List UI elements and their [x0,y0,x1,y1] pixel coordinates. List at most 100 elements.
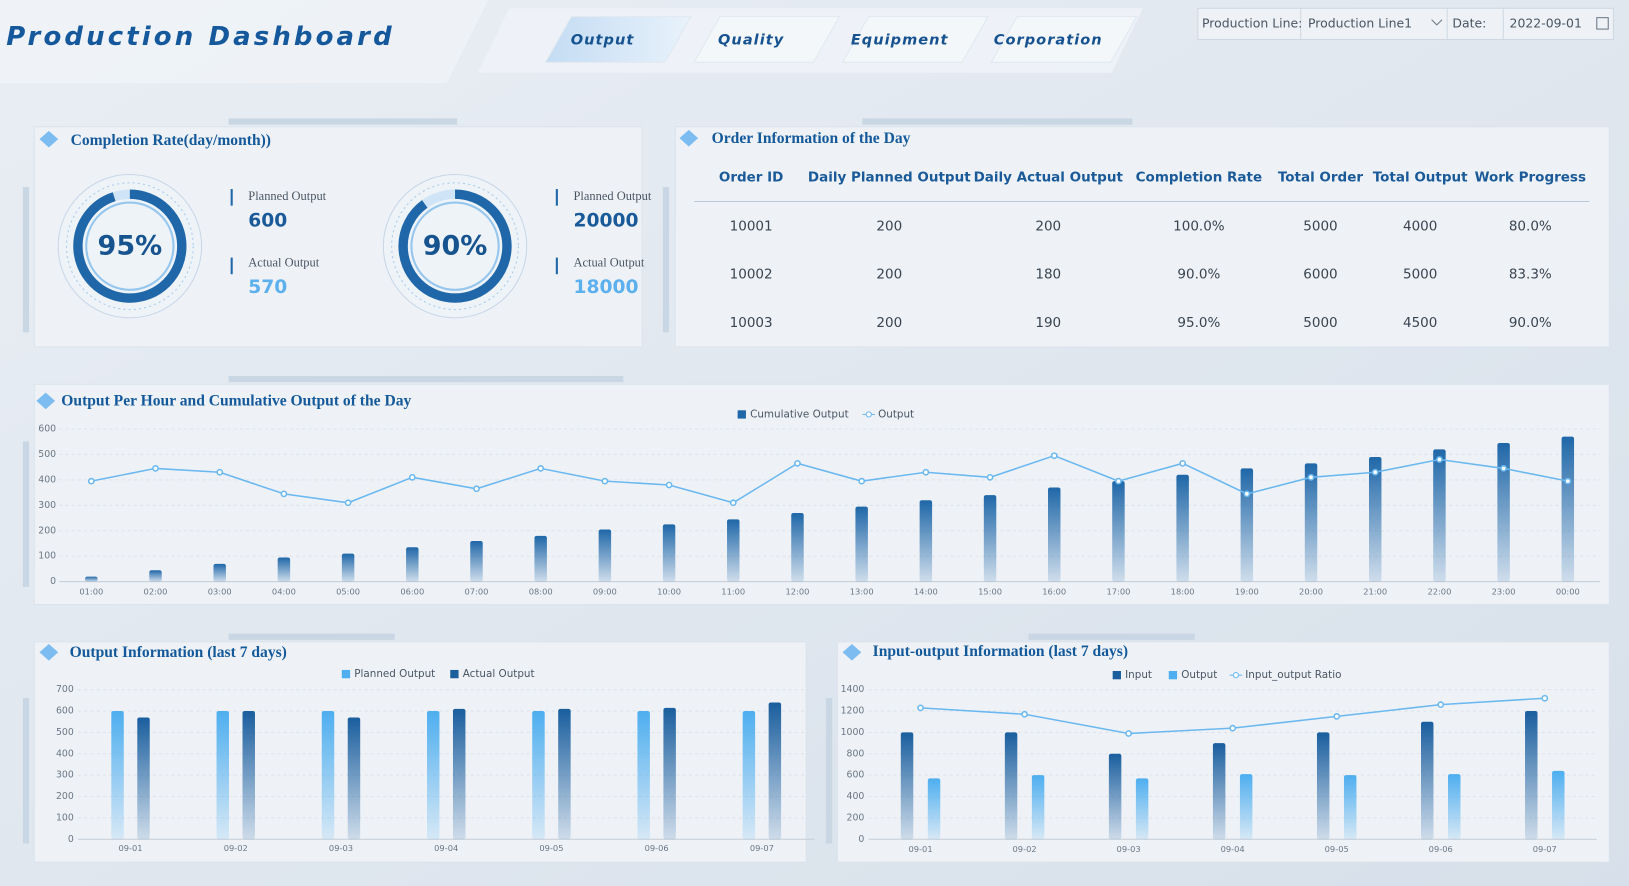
table-header: Order ID [719,170,784,186]
line-point [1541,694,1549,702]
y-tick-label: 400 [38,474,56,485]
bar [637,711,650,840]
line-point [1125,730,1132,737]
bar [1448,774,1461,840]
y-tick-label: 0 [858,834,864,845]
gauge-dash [65,182,194,311]
x-tick-label: 09-07 [1533,844,1557,854]
x-tick-label: 08:00 [529,587,553,597]
bar [900,732,914,840]
table-cell: 90.0% [1177,267,1220,283]
bar [768,702,782,840]
line-point [473,485,480,493]
bar [855,506,868,582]
planned-value: 20000 [573,211,638,232]
output-panel [33,641,807,863]
y-tick-label: 0 [68,834,74,845]
select-value[interactable]: Production Line1 [1308,15,1412,30]
y-tick-label: 800 [847,748,865,759]
bar [216,711,230,840]
accent [555,257,558,275]
tab[interactable] [544,16,692,63]
table-cell: 4500 [1403,315,1437,331]
y-tick-label: 1000 [841,727,865,738]
date-picker[interactable]: 2022-09-01 [1510,15,1609,30]
table-cell: 95.0% [1177,315,1220,331]
bar [1240,468,1254,582]
x-tick-label: 10:00 [657,587,681,597]
y-tick-label: 0 [50,576,56,587]
line-point [344,499,352,507]
line-point [1437,701,1445,709]
tab[interactable] [841,16,989,63]
tabs: Output Quality Equipment Corporation [544,16,1138,63]
tab-label[interactable]: Corporation [994,33,1103,49]
tab[interactable] [693,16,841,63]
planned-label: Planned Output [248,189,326,203]
x-tick-label: 09-05 [539,843,563,853]
gauge-arc [398,189,512,303]
table-cell: 10003 [730,315,773,331]
x-tick-label: 22:00 [1427,587,1451,597]
line-point [152,465,159,472]
y-tick-label: 300 [56,770,74,781]
y-tick-label: 500 [38,449,56,460]
table-cell: 190 [1035,315,1061,331]
bar [242,711,255,840]
line-point [601,477,609,485]
bar [1108,753,1122,840]
x-tick-label: 12:00 [786,587,810,597]
bar [213,563,226,582]
bar [1525,711,1538,840]
tab-label[interactable]: Quality [718,33,784,49]
bar [558,708,571,840]
bar [662,524,676,582]
bar [1497,442,1510,582]
legend-swatch [1168,670,1178,680]
line-point [1229,724,1237,732]
y-tick-label: 600 [847,770,865,781]
line-point [87,477,95,485]
line-point [922,468,930,476]
bar [277,557,291,582]
planned-value: 600 [248,211,287,232]
line-point [537,465,545,472]
y-tick-label: 500 [56,727,74,738]
line-select[interactable]: Production Line1 [1308,15,1443,30]
gauge-inner [410,201,500,291]
filter-label: Production Line: [1202,15,1302,30]
line-point [1307,473,1315,481]
bar [1004,732,1018,840]
tab[interactable] [990,16,1138,63]
y-tick-label: 200 [56,791,74,802]
line-point [1371,468,1379,476]
accent [230,189,233,206]
bar [1048,487,1061,582]
dropdown-arrow[interactable] [1431,19,1443,26]
bar [149,570,162,582]
x-tick-label: 07:00 [465,587,489,597]
gauge-value: 90% [423,231,488,262]
line-point [280,490,288,498]
table-header: Total Output [1373,170,1468,186]
bar [452,708,466,840]
bar [1112,481,1125,582]
y-tick-label: 100 [38,551,56,562]
bar [534,535,547,582]
bar [341,553,355,582]
gauge-inner [85,201,175,291]
y-tick-label: 200 [38,525,56,536]
bar [927,778,941,840]
table-cell: 10001 [730,218,773,234]
bar [598,529,612,582]
date-value[interactable]: 2022-09-01 [1510,15,1582,30]
bar [1316,732,1330,840]
tab-label[interactable]: Output [571,33,635,49]
y-tick-label: 400 [56,748,74,759]
table-cell: 4000 [1403,218,1437,234]
calendar-icon[interactable] [1596,17,1609,30]
x-tick-label: 09-04 [1221,844,1245,854]
table-cell: 5000 [1303,315,1337,331]
chart-title: Input-output Information (last 7 days) [873,643,1128,660]
tab-label[interactable]: Equipment [851,33,949,49]
